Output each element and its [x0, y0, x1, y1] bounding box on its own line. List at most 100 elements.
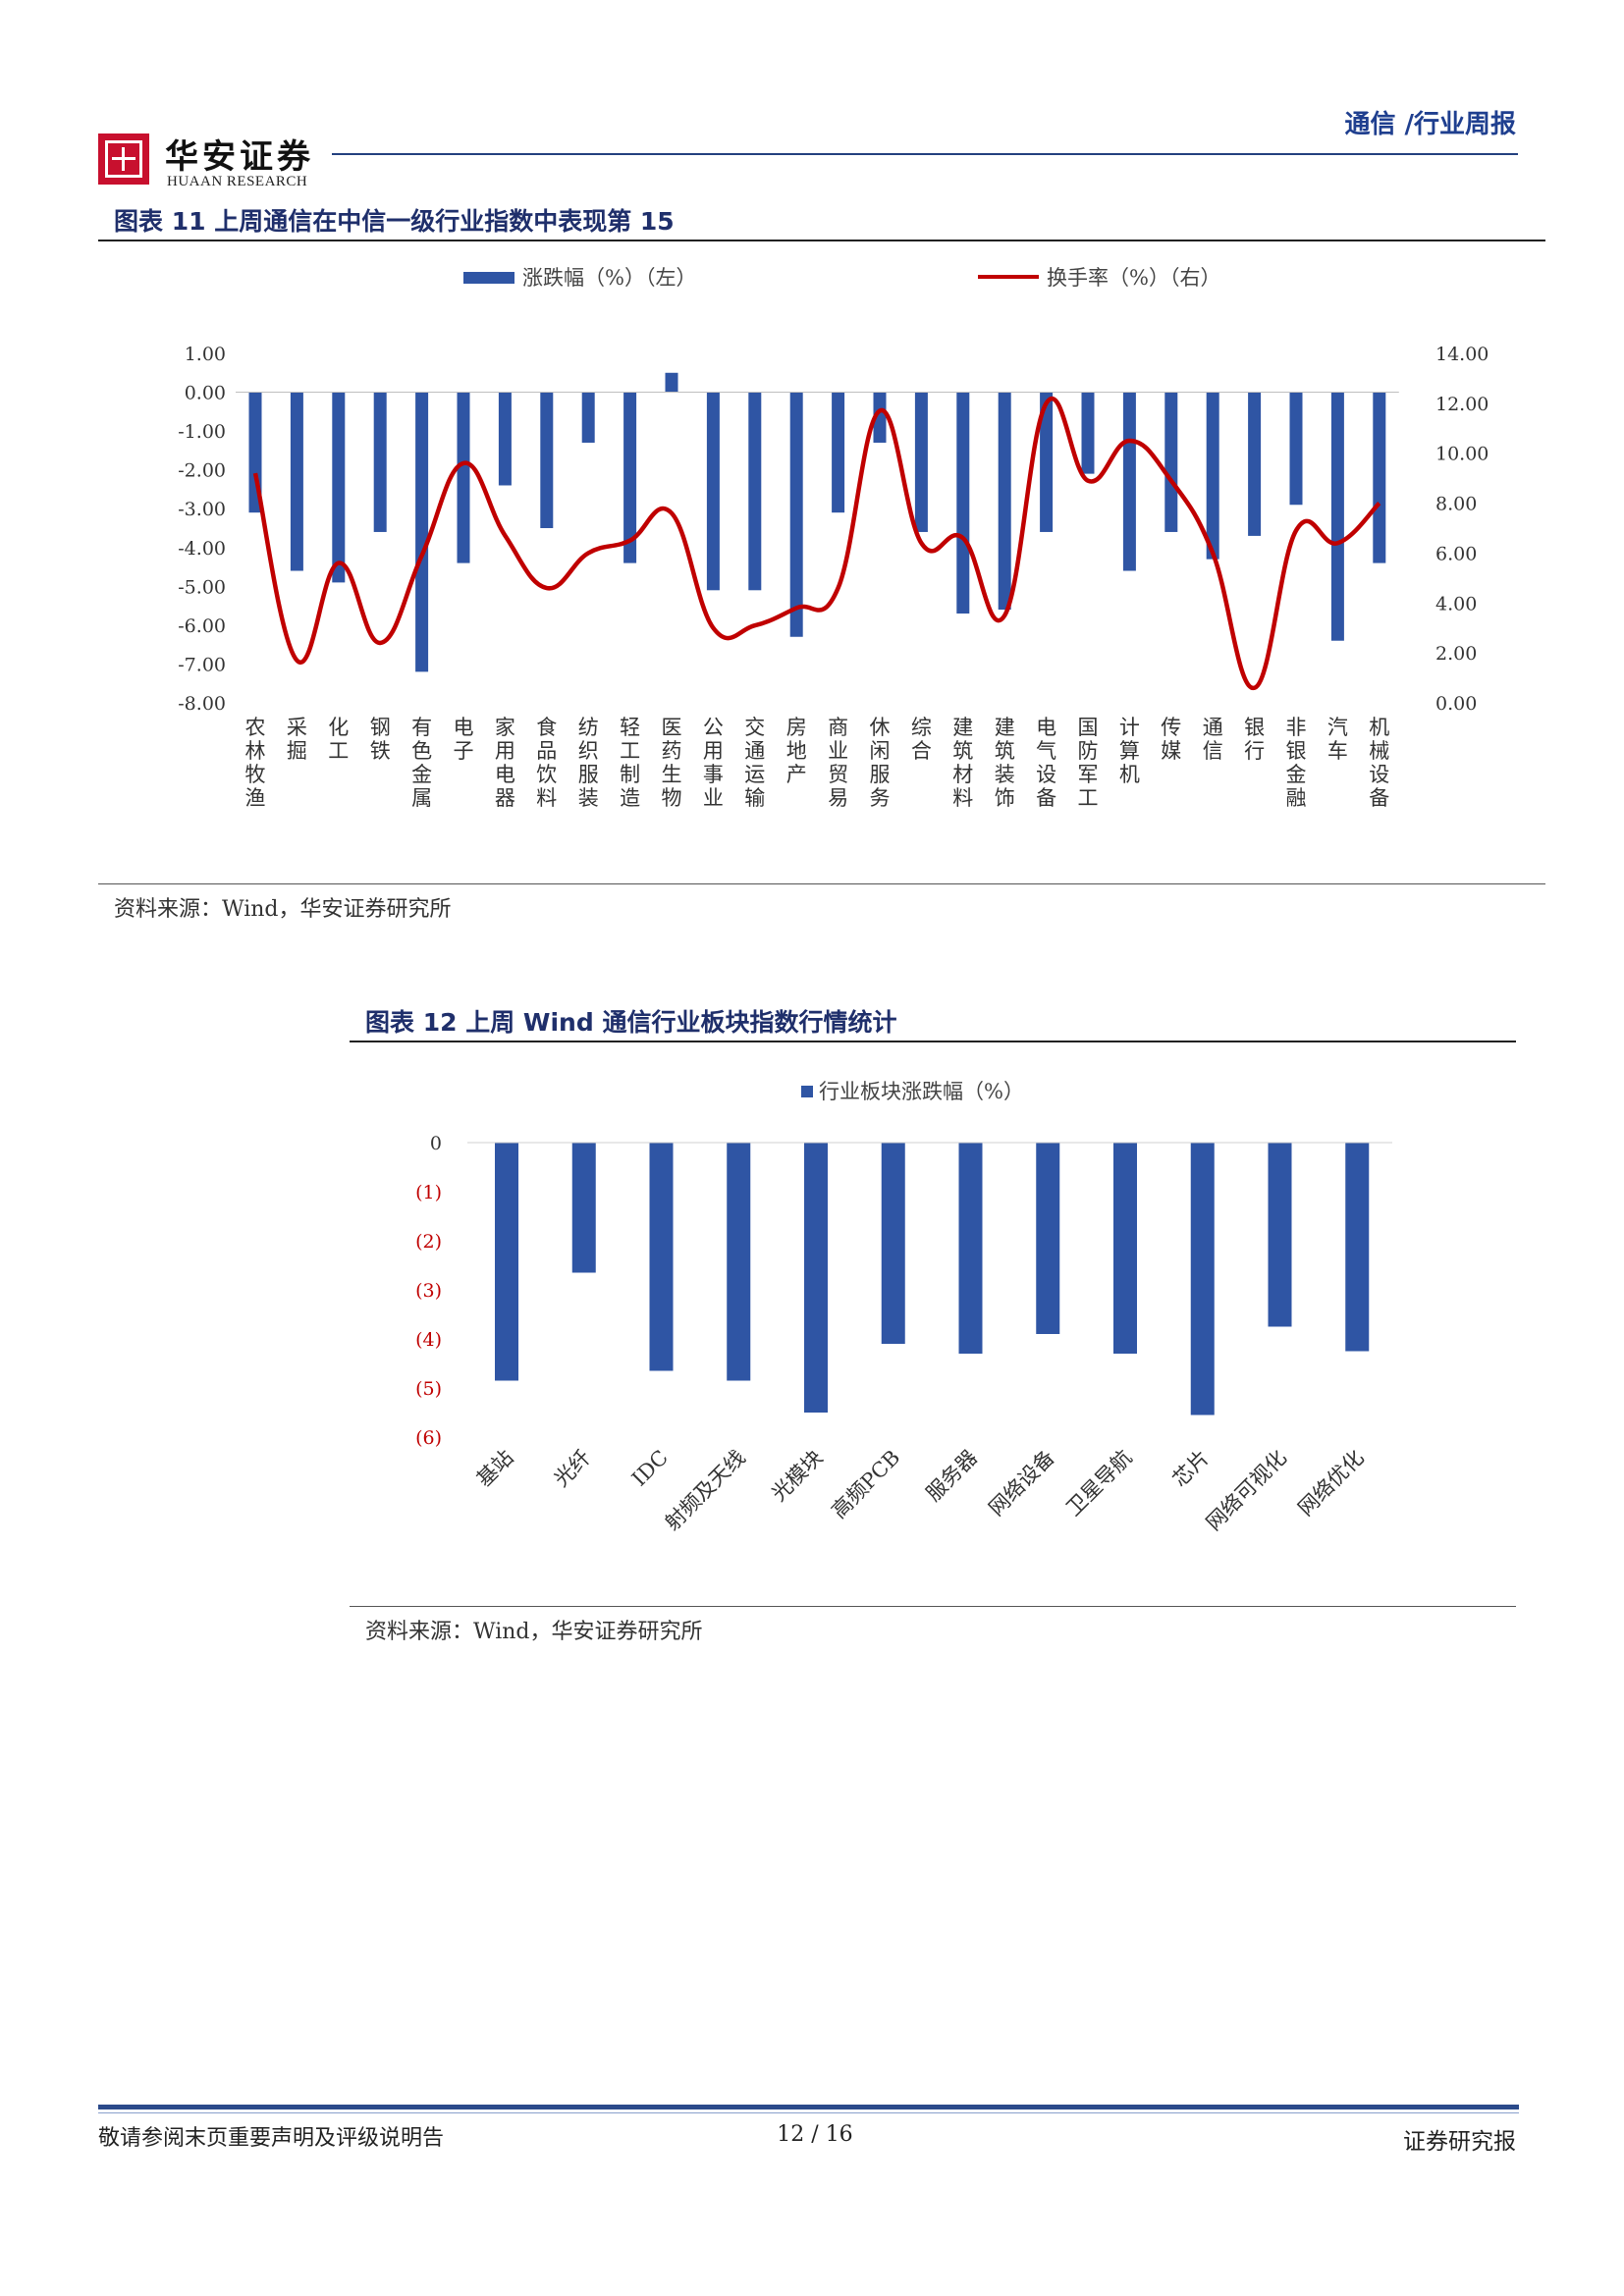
x-axis-label-家用电器: 家用电器 [495, 716, 515, 810]
figure11-chart: 涨跌幅（%）（左） 换手率（%）（右） 1.00 0.00 -1.00 -2.00 -3… [178, 266, 1489, 810]
logo-chinese-name: 华安证券 [165, 137, 314, 177]
bar-家用电器 [498, 392, 512, 486]
header-divider [332, 153, 1518, 155]
bar-非银金融 [1289, 392, 1303, 506]
y-axis-tick-label: (5) [415, 1378, 442, 1400]
right-axis-tick-label: 2.00 [1435, 643, 1477, 665]
right-axis-tick-label: 4.00 [1435, 593, 1477, 614]
bar-IDC [649, 1143, 674, 1371]
footer-rule-thick [98, 2105, 1519, 2109]
legend-bar-swatch [463, 272, 514, 284]
legend-bar-swatch [801, 1086, 813, 1097]
figure11-top-rule [98, 240, 1545, 241]
right-axis-tick-label: 12.00 [1435, 394, 1489, 415]
left-axis-tick-label: -2.00 [178, 460, 226, 482]
bar-银行 [1248, 392, 1262, 536]
bar-食品饮料 [540, 392, 554, 528]
bar-光纤 [571, 1143, 596, 1273]
bar-商业贸易 [832, 392, 845, 513]
bar-房地产 [789, 392, 803, 637]
bar-传媒 [1164, 392, 1178, 532]
bar-休闲服务 [873, 392, 887, 443]
x-axis-label-农林牧渔: 农林牧渔 [245, 716, 266, 810]
bar-光模块 [804, 1143, 828, 1413]
bar-公用事业 [706, 392, 720, 591]
figure12-top-rule [350, 1041, 1516, 1042]
bar-电气设备 [1040, 392, 1054, 532]
figure12-legend: 行业板块涨跌幅（%） [801, 1080, 1024, 1103]
x-axis-label-房地产: 房地产 [786, 716, 807, 786]
footer-doc-type: 证券研究报 [1403, 2129, 1516, 2155]
right-axis-tick-label: 0.00 [1435, 693, 1477, 715]
report-section-label: 通信 /行业周报 [1344, 110, 1516, 139]
x-axis-label-IDC: IDC [627, 1446, 673, 1491]
left-axis-tick-label: -3.00 [178, 499, 226, 520]
right-axis-tick-label: 6.00 [1435, 543, 1477, 564]
y-axis-tick-label: (3) [415, 1280, 442, 1302]
bar-芯片 [1190, 1143, 1215, 1415]
x-axis-label-网络设备: 网络设备 [984, 1446, 1058, 1521]
left-axis-tick-label: -5.00 [178, 576, 226, 598]
footer-rule-thin [98, 2112, 1519, 2113]
bar-有色金属 [415, 392, 429, 672]
bar-网络优化 [1345, 1143, 1370, 1352]
x-axis-label-机械设备: 机械设备 [1369, 716, 1389, 810]
x-axis-label-有色金属: 有色金属 [411, 716, 432, 810]
x-axis-label-轻工制造: 轻工制造 [620, 716, 640, 810]
left-axis-tick-label: -8.00 [178, 693, 226, 715]
x-axis-label-高频PCB: 高频PCB [827, 1446, 904, 1523]
left-axis-tick-label: 1.00 [185, 344, 226, 365]
x-axis-label-电气设备: 电气设备 [1036, 716, 1056, 810]
bar-建筑装饰 [998, 392, 1011, 611]
figure12-title: 图表 12 上周 Wind 通信行业板块指数行情统计 [365, 1008, 897, 1037]
bar-计算机 [1122, 392, 1136, 571]
x-axis-label-商业贸易: 商业贸易 [828, 716, 848, 810]
x-axis-label-采掘: 采掘 [287, 716, 307, 763]
left-axis-tick-label: -4.00 [178, 538, 226, 560]
x-axis-label-钢铁: 钢铁 [370, 716, 391, 763]
x-axis-label-建筑材料: 建筑材料 [952, 716, 973, 810]
x-axis-label-交通运输: 交通运输 [744, 716, 765, 810]
turnover-rate-line [252, 397, 1381, 690]
figure11-bottom-rule [98, 883, 1545, 884]
logo-english-name: HUAAN RESEARCH [167, 174, 308, 189]
legend-line-label: 换手率（%）（右） [1047, 266, 1220, 290]
figure12-chart: 行业板块涨跌幅（%） 0 (1) (2) (3) (4) (5) (6) 基站 光纤 IDC射频… [415, 1080, 1392, 1535]
huaan-logo-icon [98, 133, 149, 185]
x-axis-label-通信: 通信 [1203, 716, 1223, 763]
right-axis-tick-label: 14.00 [1435, 344, 1489, 365]
bar-高频PCB [881, 1143, 905, 1344]
x-axis-label-光纤: 光纤 [550, 1446, 596, 1492]
x-axis-label-公用事业: 公用事业 [703, 716, 724, 810]
legend-bar-label: 涨跌幅（%）（左） [522, 266, 696, 290]
x-axis-label-卫星导航: 卫星导航 [1061, 1446, 1136, 1521]
bar-化工 [332, 392, 346, 583]
y-axis-tick-label: (1) [415, 1182, 442, 1203]
x-axis-label-纺织服装: 纺织服装 [578, 716, 599, 810]
y-axis-tick-label: 0 [430, 1133, 442, 1154]
left-axis-tick-label: -6.00 [178, 615, 226, 637]
y-axis-tick-label: (2) [415, 1231, 442, 1253]
bar-通信 [1206, 392, 1219, 560]
bar-建筑材料 [956, 392, 970, 614]
bar-采掘 [290, 392, 303, 571]
bar-网络可视化 [1268, 1143, 1292, 1327]
x-axis-label-服务器: 服务器 [922, 1446, 983, 1507]
bar-汽车 [1330, 392, 1344, 641]
figure12-bottom-rule [350, 1606, 1516, 1607]
x-axis-label-光模块: 光模块 [767, 1446, 828, 1507]
x-axis-label-电子: 电子 [454, 716, 474, 763]
legend-bar-label: 行业板块涨跌幅（%） [819, 1080, 1024, 1103]
x-axis-label-网络优化: 网络优化 [1293, 1446, 1368, 1521]
x-axis-label-建筑装饰: 建筑装饰 [995, 716, 1015, 810]
left-axis-tick-label: 0.00 [185, 383, 226, 404]
figure12-source: 资料来源：Wind，华安证券研究所 [365, 1620, 703, 1644]
x-axis-label-医药生物: 医药生物 [662, 716, 682, 810]
bar-国防军工 [1081, 392, 1095, 474]
bar-网络设备 [1036, 1143, 1060, 1334]
bar-卫星导航 [1113, 1143, 1137, 1354]
left-axis-tick-label: -1.00 [178, 421, 226, 443]
y-axis-tick-label: (6) [415, 1427, 442, 1449]
x-axis-label-芯片: 芯片 [1168, 1446, 1215, 1492]
right-axis-tick-label: 8.00 [1435, 494, 1477, 515]
